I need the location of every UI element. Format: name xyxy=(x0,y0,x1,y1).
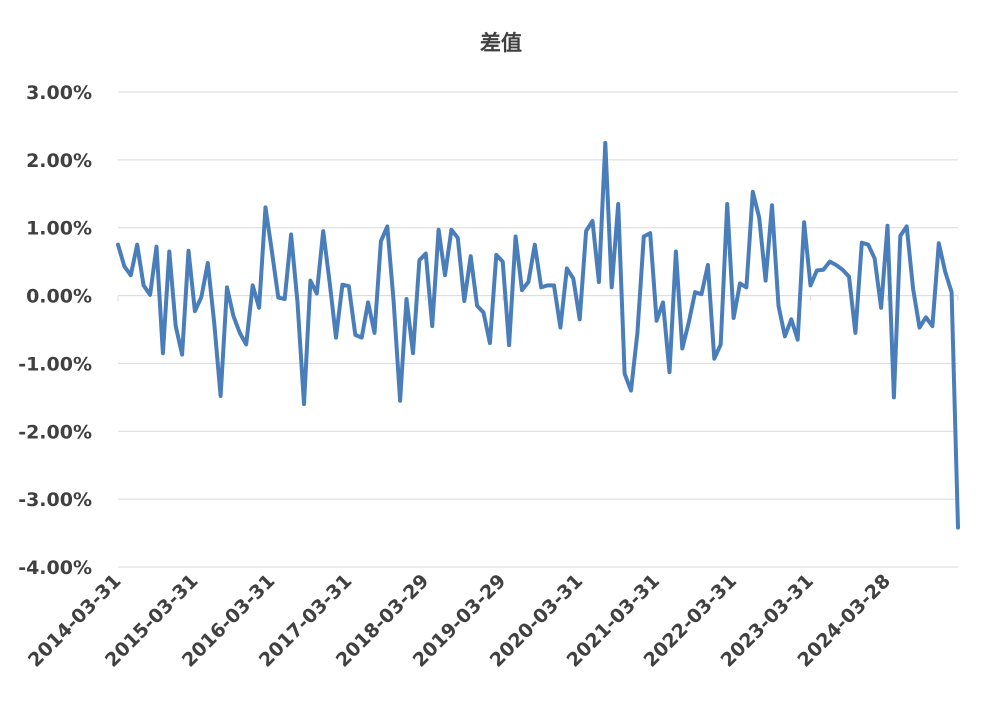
series-line xyxy=(116,140,960,530)
chart-title: 差值 xyxy=(480,31,522,55)
y-tick-label: -3.00% xyxy=(18,489,92,511)
series-group xyxy=(116,140,960,530)
y-axis-tick-labels: 3.00% 2.00% 1.00% 0.00% -1.00% -2.00% -3.00% -4… xyxy=(18,82,92,579)
y-tick-label: 0.00% xyxy=(26,286,92,308)
gridlines xyxy=(117,91,959,568)
y-tick-label: 1.00% xyxy=(26,218,92,240)
y-tick-label: 3.00% xyxy=(26,82,92,104)
y-tick-label: 2.00% xyxy=(26,150,92,172)
y-tick-label: -2.00% xyxy=(18,421,92,443)
x-axis-tick-labels: 2014-03-312015-03-312016-03-312017-03-31… xyxy=(24,570,895,672)
y-tick-label: -1.00% xyxy=(18,353,92,375)
y-tick-label: -4.00% xyxy=(18,557,92,579)
